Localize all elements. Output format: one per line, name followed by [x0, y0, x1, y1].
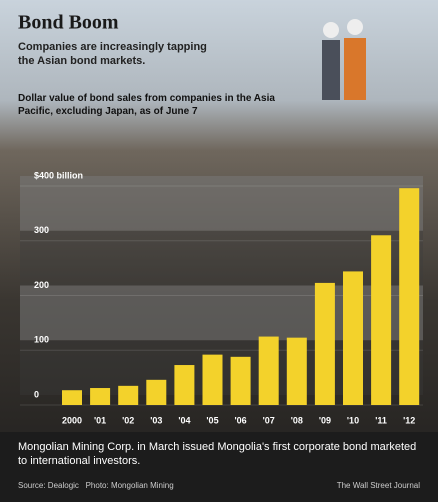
source: Source: Dealogic Photo: Mongolian Mining: [18, 481, 174, 490]
title: Bond Boom: [18, 12, 119, 34]
x-tick-label: '11: [375, 415, 387, 425]
plot: 0 100 200 300 $400 billion 2000 '01 '02 '03 '04 '0…: [20, 170, 423, 425]
x-tick-label: '10: [347, 415, 359, 425]
caption-panel: [0, 432, 438, 502]
bar: [146, 379, 167, 405]
bar: [230, 356, 251, 405]
bar: [314, 282, 335, 405]
bar: [174, 365, 195, 405]
x-tick-label: 2000: [62, 415, 82, 425]
y-tick-label: 0: [34, 389, 39, 399]
bar: [286, 337, 307, 405]
bar: [62, 390, 82, 405]
caption: Mongolian Mining Corp. in March issued M…: [18, 441, 417, 467]
x-tick-label: '03: [150, 415, 162, 425]
x-tick-label: '06: [235, 415, 247, 425]
y-tick-label: $400 billion: [34, 170, 83, 180]
x-tick-label: '04: [178, 415, 190, 425]
x-tick-label: '02: [122, 415, 134, 425]
workers-photo: [322, 19, 366, 100]
x-tick-label: '09: [319, 415, 331, 425]
x-tick-label: '07: [263, 415, 275, 425]
bar: [343, 271, 363, 405]
caption-box: Mongolian Mining Corp. in March issued M…: [18, 441, 417, 467]
credit: The Wall Street Journal: [337, 481, 421, 490]
description: Dollar value of bond sales from companie…: [18, 93, 275, 117]
band: [20, 176, 423, 231]
subtitle: Companies are increasingly tapping the A…: [18, 41, 207, 67]
bar: [202, 354, 223, 405]
bar: [371, 235, 392, 405]
y-tick-label: 200: [34, 280, 49, 290]
y-tick-label: 100: [34, 335, 49, 345]
bar: [399, 188, 420, 405]
bar: [90, 388, 111, 405]
subtitle-box: Companies are increasingly tapping the A…: [18, 41, 207, 67]
bar: [258, 336, 279, 405]
description-box: Dollar value of bond sales from companie…: [18, 93, 275, 117]
x-tick-label: '05: [206, 415, 218, 425]
x-tick-label: '01: [94, 415, 106, 425]
x-tick-label: '12: [403, 415, 415, 425]
y-tick-label: 300: [34, 225, 49, 235]
x-tick-label: '08: [291, 415, 303, 425]
bar: [118, 385, 139, 405]
